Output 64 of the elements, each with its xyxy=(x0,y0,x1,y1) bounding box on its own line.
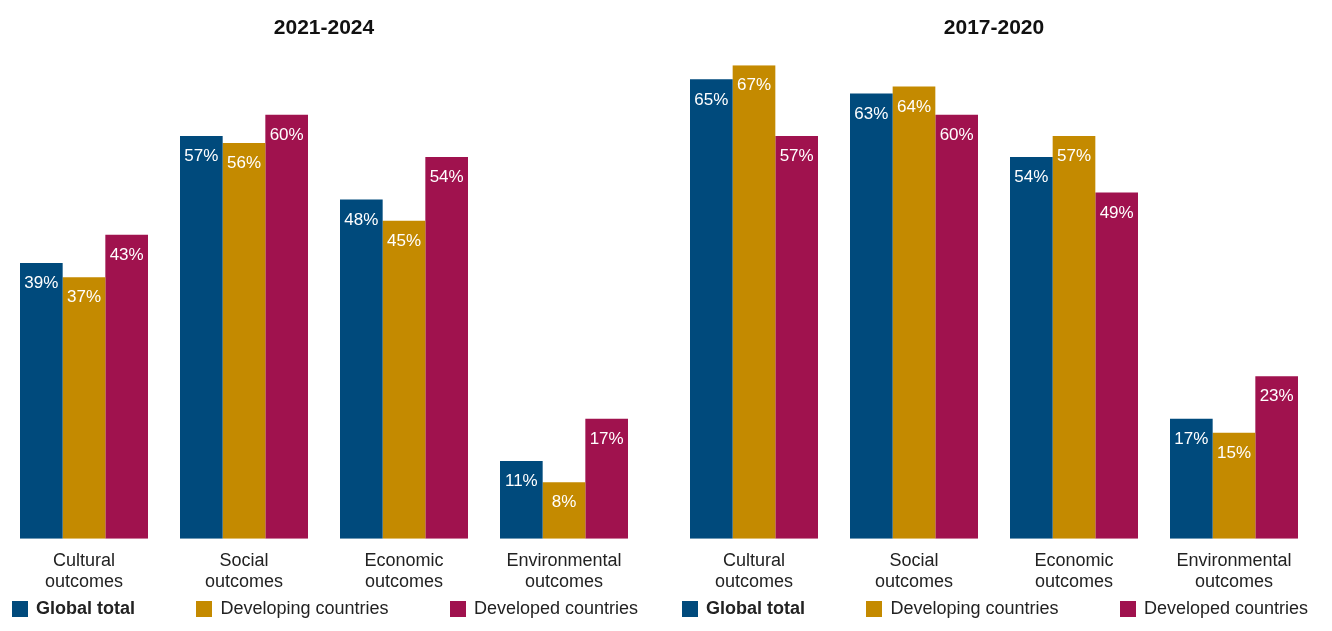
data-label: 67% xyxy=(736,75,772,95)
data-label: 57% xyxy=(779,146,814,166)
data-label: 60% xyxy=(939,124,974,144)
data-label: 64% xyxy=(896,96,932,116)
bar xyxy=(20,263,63,539)
data-label: 54% xyxy=(429,167,464,187)
bar xyxy=(1052,135,1096,539)
data-label: 48% xyxy=(344,209,379,229)
bar xyxy=(542,482,586,539)
legend-label: Global total xyxy=(706,598,805,619)
legend-label: Developed countries xyxy=(1143,598,1308,619)
data-label: 17% xyxy=(1174,428,1209,448)
data-label: 37% xyxy=(66,287,102,307)
bar xyxy=(222,142,266,539)
data-label: 56% xyxy=(226,153,262,173)
legend-label: Developing countries xyxy=(890,598,1059,619)
data-label: 11% xyxy=(504,471,538,491)
bar xyxy=(500,461,543,539)
data-label: 57% xyxy=(184,146,219,166)
x-tick-label: Economic outcomes xyxy=(364,549,444,592)
bar xyxy=(340,199,383,539)
data-label: 63% xyxy=(854,103,889,123)
x-tick-label: Social outcomes xyxy=(204,549,284,592)
data-label: 45% xyxy=(386,230,422,250)
x-tick-label: Economic outcomes xyxy=(1034,549,1114,592)
bar xyxy=(775,135,818,539)
data-label: 43% xyxy=(109,245,144,265)
x-tick-label: Cultural outcomes xyxy=(714,549,794,592)
data-label: 8% xyxy=(551,492,577,512)
data-label: 23% xyxy=(1259,386,1294,406)
bar xyxy=(585,418,628,539)
bar xyxy=(1010,157,1053,539)
legend-label: Developed countries xyxy=(473,598,638,619)
data-label: 15% xyxy=(1216,442,1252,462)
bar xyxy=(180,135,223,539)
bar xyxy=(265,114,308,539)
bar xyxy=(425,157,468,539)
x-tick-label: Environmental outcomes xyxy=(506,549,622,592)
bar xyxy=(892,86,936,539)
chart-title: 2017-2020 xyxy=(943,15,1045,39)
bar xyxy=(732,65,776,539)
data-label: 57% xyxy=(1056,146,1092,166)
bar xyxy=(1170,418,1213,539)
bar xyxy=(382,220,426,539)
bar xyxy=(935,114,978,539)
data-label: 49% xyxy=(1099,202,1134,222)
data-label: 17% xyxy=(589,428,624,448)
data-label: 65% xyxy=(694,89,729,109)
chart-title: 2021-2024 xyxy=(273,15,375,39)
bar xyxy=(1095,192,1138,539)
bar xyxy=(690,79,733,539)
bar xyxy=(62,277,106,539)
bar xyxy=(1212,432,1256,539)
bar xyxy=(850,93,893,539)
data-label: 39% xyxy=(24,273,59,293)
data-label: 60% xyxy=(269,124,304,144)
data-label: 54% xyxy=(1014,167,1049,187)
legend-label: Global total xyxy=(36,598,135,619)
x-tick-label: Environmental outcomes xyxy=(1176,549,1292,592)
bar xyxy=(105,234,148,539)
legend-label: Developing countries xyxy=(220,598,389,619)
bar xyxy=(1255,376,1298,539)
x-tick-label: Social outcomes xyxy=(874,549,954,592)
x-tick-label: Cultural outcomes xyxy=(44,549,124,592)
